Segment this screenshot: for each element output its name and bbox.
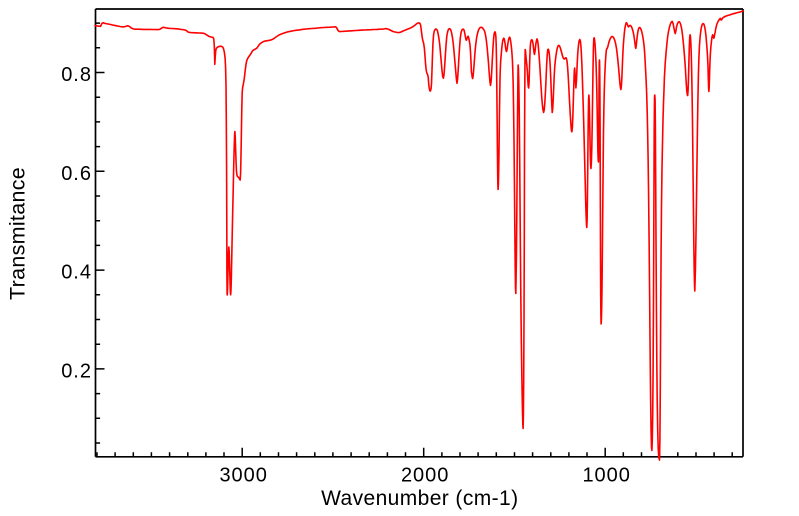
svg-text:0.8: 0.8 bbox=[61, 64, 92, 86]
svg-text:0.6: 0.6 bbox=[61, 163, 92, 185]
svg-text:3000: 3000 bbox=[219, 465, 268, 487]
svg-text:0.4: 0.4 bbox=[61, 262, 92, 284]
svg-text:1000: 1000 bbox=[582, 465, 631, 487]
svg-text:Transmitance: Transmitance bbox=[6, 167, 30, 300]
svg-text:0.2: 0.2 bbox=[61, 360, 92, 382]
svg-text:Wavenumber (cm-1): Wavenumber (cm-1) bbox=[321, 487, 518, 510]
svg-text:2000: 2000 bbox=[401, 465, 450, 487]
